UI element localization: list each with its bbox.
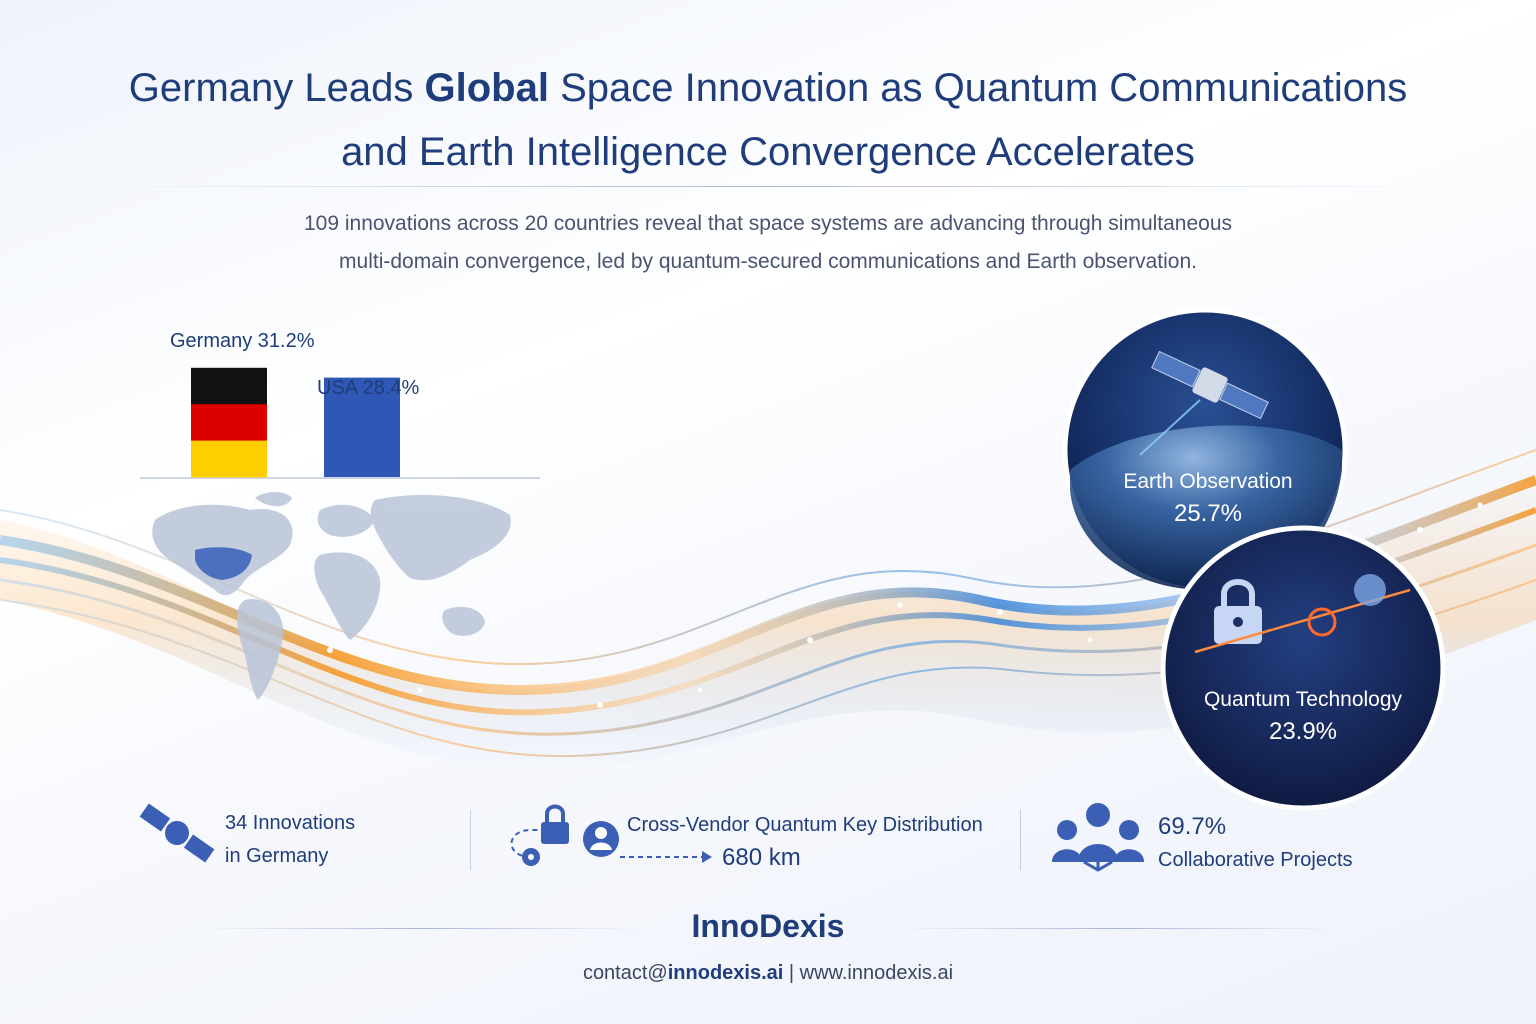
map-greenland [255, 492, 292, 507]
qkd-arrow-head [702, 851, 712, 863]
bar-germany-stripe-1 [191, 367, 267, 405]
qkd-label: Cross-Vendor Quantum Key Distribution [627, 814, 983, 836]
germany-innovations-sub: in Germany [225, 845, 329, 867]
qkd-arrow-path [510, 829, 541, 858]
bars-group [191, 367, 400, 478]
page-title-line-2: and Earth Intelligence Convergence Accel… [341, 130, 1195, 174]
quantum-technology-value: 23.9% [1268, 718, 1338, 745]
quantum-technology-circle [1160, 525, 1446, 811]
earth-observation-circle [1062, 307, 1348, 593]
contact-website[interactable]: www.innodexis.ai [799, 962, 954, 984]
contact-email-domain[interactable]: innodexis.ai [667, 962, 784, 984]
title-divider [90, 186, 1446, 187]
map-europe [317, 504, 375, 537]
bar-usa [324, 377, 400, 477]
subtitle-line-1: 109 innovations across 20 countries reve… [303, 212, 1233, 235]
wave-sparkles [117, 502, 1483, 708]
map-asia [370, 495, 511, 581]
contact-separator: | [783, 962, 800, 984]
lock-icon [1214, 579, 1262, 644]
subtitle-line-2: multi-domain convergence, led by quantum… [339, 250, 1197, 273]
collaboration-stat-icon [1052, 803, 1144, 872]
satellite-stat-icon [139, 803, 215, 863]
earth-observation-name: Earth Observation [1123, 470, 1293, 493]
map-usa-highlight [195, 547, 252, 580]
brand-name: InnoDexis [691, 908, 845, 944]
quantum-technology-name: Quantum Technology [1203, 688, 1403, 711]
footer-divider-right [896, 928, 1336, 929]
contact-email-prefix[interactable]: contact@ [582, 962, 668, 984]
footer-divider-left [200, 928, 640, 929]
qkd-lock-icon [541, 804, 569, 844]
map-africa [314, 552, 381, 640]
world-map [152, 492, 511, 700]
satellite-beam [1139, 399, 1201, 456]
map-south-america [237, 599, 284, 700]
quantum-dish-icon [1354, 574, 1386, 606]
collab-value: 69.7% [1158, 813, 1227, 840]
collab-label: Collaborative Projects [1158, 849, 1353, 871]
bar-germany-stripe-2 [191, 404, 267, 442]
page-title-line-1: Germany Leads Global Space Innovation as… [0, 58, 1536, 118]
bar-label-usa: USA 28.4% [317, 377, 420, 399]
germany-innovations-count: 34 Innovations [225, 812, 356, 834]
quantum-technology-label: Quantum Technology 23.9% [1153, 688, 1453, 746]
title-part-2: Space Innovation as Quantum Communicatio… [548, 66, 1408, 110]
earth-observation-label: Earth Observation 25.7% [1058, 470, 1358, 528]
qkd-distance: 680 km [722, 844, 801, 871]
wave-glow [0, 470, 1536, 771]
title-highlight: Global [424, 66, 549, 110]
stat-divider-2 [1020, 810, 1021, 870]
stat-divider-1 [470, 810, 471, 870]
bar-germany-stripe-3 [191, 440, 267, 478]
satellite-icon [1151, 350, 1269, 420]
bar-chart [140, 367, 540, 479]
map-australia [442, 606, 485, 636]
earth-observation-value: 25.7% [1173, 500, 1243, 527]
title-part-1: Germany Leads [128, 66, 425, 110]
quantum-node [1307, 607, 1337, 637]
qkd-stat-icon [510, 804, 712, 866]
bar-label-germany: Germany 31.2% [170, 330, 315, 352]
contact-line: contact@innodexis.ai | www.innodexis.ai [0, 962, 1536, 985]
